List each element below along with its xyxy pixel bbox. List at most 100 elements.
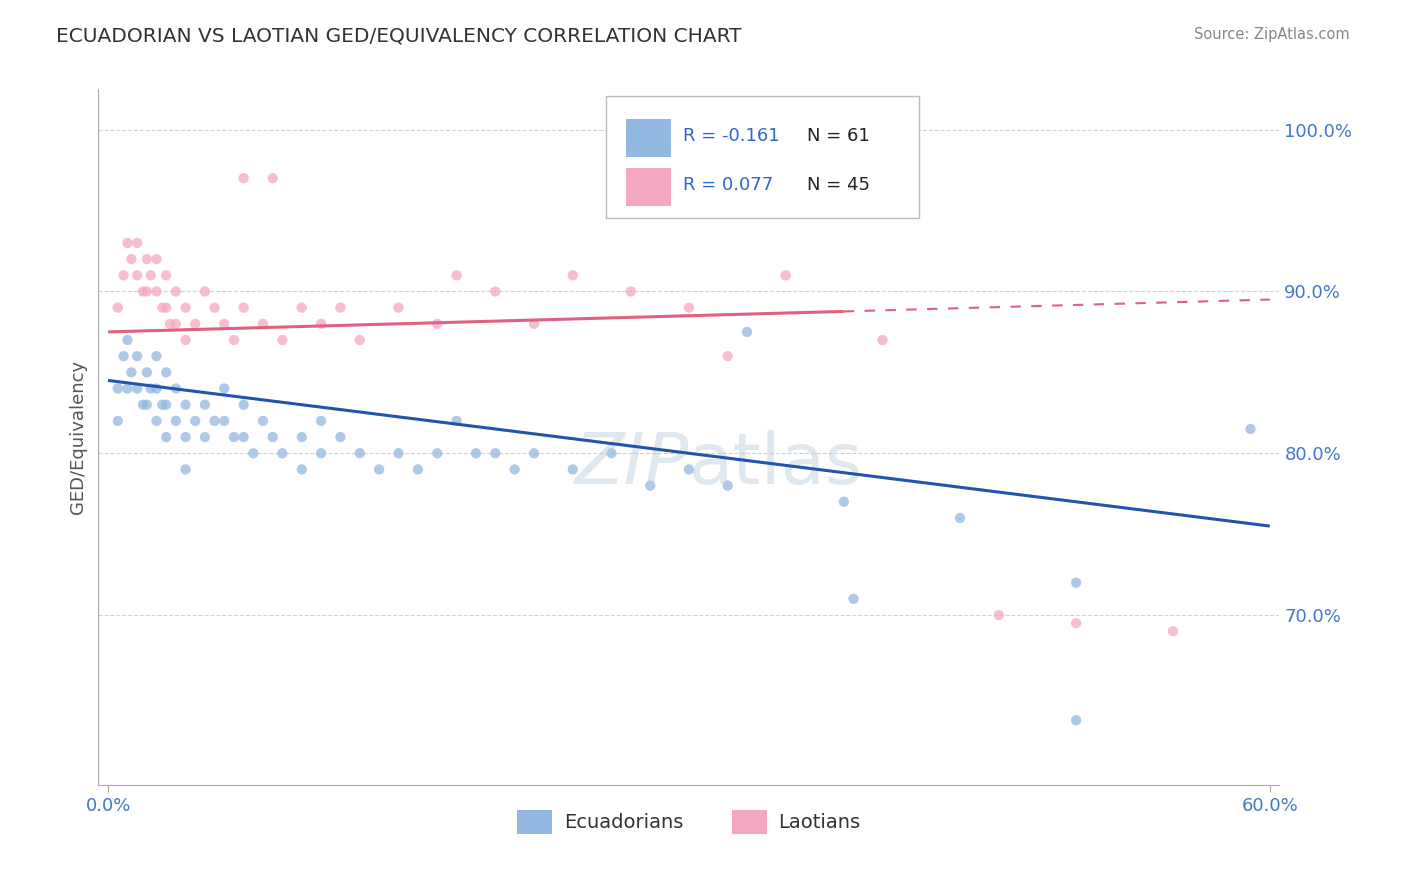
Point <box>150 301 173 315</box>
Point <box>600 446 623 460</box>
Point <box>329 430 352 444</box>
Point <box>242 446 264 460</box>
Point <box>155 268 177 283</box>
Point <box>155 301 177 315</box>
Text: ECUADORIAN VS LAOTIAN GED/EQUIVALENCY CORRELATION CHART: ECUADORIAN VS LAOTIAN GED/EQUIVALENCY CO… <box>56 27 742 45</box>
Point <box>387 446 409 460</box>
Point <box>1239 422 1261 436</box>
Point <box>484 285 506 299</box>
Point <box>465 446 488 460</box>
Point <box>117 235 139 250</box>
Point <box>145 252 167 266</box>
Point <box>127 235 149 250</box>
Y-axis label: GED/Equivalency: GED/Equivalency <box>69 360 87 514</box>
Point <box>132 285 155 299</box>
Point <box>291 301 314 315</box>
Text: atlas: atlas <box>689 431 863 500</box>
Point <box>194 430 217 444</box>
Point <box>194 285 217 299</box>
Point <box>165 285 187 299</box>
Point <box>949 511 972 525</box>
Point <box>426 317 449 331</box>
Legend: Ecuadorians, Laotians: Ecuadorians, Laotians <box>509 802 869 841</box>
Point <box>271 333 294 347</box>
Point <box>309 446 332 460</box>
Point <box>262 430 284 444</box>
Point <box>678 462 700 476</box>
Text: N = 61: N = 61 <box>807 127 870 145</box>
Point <box>127 349 149 363</box>
Point <box>107 301 129 315</box>
Point <box>214 317 236 331</box>
Bar <box>626 168 671 206</box>
Point <box>832 495 855 509</box>
Point <box>132 398 155 412</box>
Point <box>232 301 254 315</box>
Point <box>561 462 583 476</box>
Point <box>406 462 429 476</box>
Point <box>349 333 371 347</box>
Point <box>165 414 187 428</box>
Point <box>155 398 177 412</box>
Point <box>523 317 546 331</box>
Text: N = 45: N = 45 <box>807 176 870 194</box>
Point <box>291 462 314 476</box>
Point <box>426 446 449 460</box>
Point <box>987 608 1010 623</box>
Point <box>1161 624 1184 639</box>
Point <box>717 478 740 492</box>
Point <box>135 285 157 299</box>
Point <box>309 414 332 428</box>
Point <box>503 462 526 476</box>
Point <box>145 349 167 363</box>
Point <box>174 301 197 315</box>
Point <box>387 301 409 315</box>
Point <box>165 317 187 331</box>
Text: Source: ZipAtlas.com: Source: ZipAtlas.com <box>1194 27 1350 42</box>
Bar <box>626 120 671 157</box>
Point <box>174 398 197 412</box>
Point <box>232 398 254 412</box>
Point <box>222 430 245 444</box>
Point <box>291 430 314 444</box>
Point <box>139 382 162 396</box>
Point <box>214 382 236 396</box>
Point <box>165 382 187 396</box>
Point <box>561 268 583 283</box>
FancyBboxPatch shape <box>606 96 920 218</box>
Point <box>446 414 468 428</box>
Point <box>271 446 294 460</box>
Point <box>117 333 139 347</box>
Point <box>127 268 149 283</box>
Point <box>150 398 173 412</box>
Point <box>872 333 894 347</box>
Point <box>120 252 142 266</box>
Point <box>174 430 197 444</box>
Point <box>127 382 149 396</box>
Point <box>135 365 157 379</box>
Point <box>184 414 207 428</box>
Point <box>620 195 643 210</box>
Point <box>107 382 129 396</box>
Point <box>1064 616 1087 631</box>
Point <box>842 591 865 606</box>
Point <box>262 171 284 186</box>
Point <box>135 398 157 412</box>
Point <box>174 333 197 347</box>
Point <box>620 285 643 299</box>
Point <box>484 446 506 460</box>
Point <box>523 446 546 460</box>
Point <box>145 382 167 396</box>
Text: R = 0.077: R = 0.077 <box>683 176 773 194</box>
Point <box>112 268 135 283</box>
Point <box>252 414 274 428</box>
Point <box>1064 575 1087 590</box>
Point <box>309 317 332 331</box>
Point <box>735 325 758 339</box>
Point <box>1064 713 1087 727</box>
Point <box>117 382 139 396</box>
Point <box>174 462 197 476</box>
Point <box>135 252 157 266</box>
Point <box>139 268 162 283</box>
Point <box>678 301 700 315</box>
